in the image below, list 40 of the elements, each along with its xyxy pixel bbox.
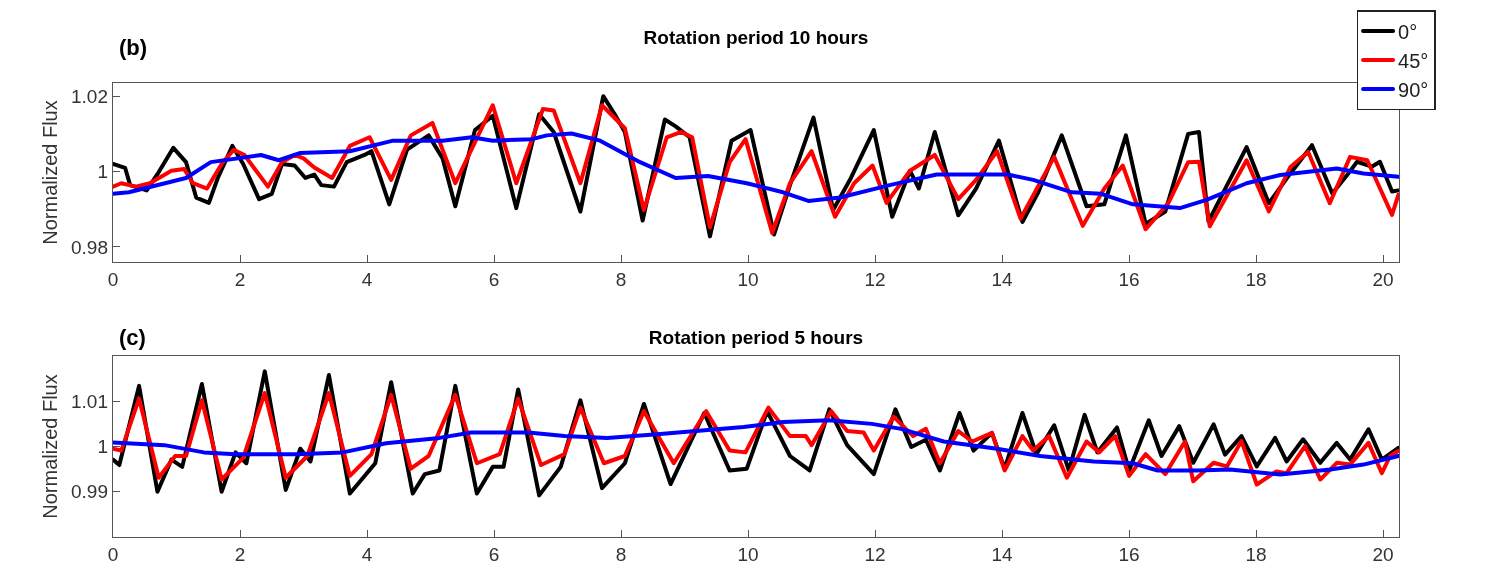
y-tick-label: 1	[97, 161, 108, 183]
x-tick-label: 12	[864, 269, 886, 290]
legend-label: 45°	[1398, 49, 1429, 72]
y-axis-title: Normalized Flux	[38, 100, 61, 245]
chart-title: Rotation period 5 hours	[648, 326, 864, 348]
y-tick-label: 0.99	[71, 481, 108, 503]
x-tick-label: 14	[991, 544, 1014, 565]
x-tick-label: 4	[361, 544, 373, 565]
x-tick-label: 2	[234, 544, 246, 565]
line-series	[113, 131, 1399, 211]
x-tick-label: 14	[991, 269, 1014, 290]
x-tick-label: 16	[1118, 269, 1140, 290]
x-tick-label: 10	[737, 544, 759, 565]
x-tick-label: 12	[864, 544, 886, 565]
x-tick-label: 10	[737, 269, 759, 290]
line-series	[113, 391, 1399, 487]
x-tick-label: 0	[107, 269, 119, 290]
x-tick-label: 6	[488, 269, 500, 290]
y-tick-label: 1.02	[71, 85, 108, 107]
y-tick-label: 0.98	[71, 236, 108, 258]
x-tick-label: 20	[1372, 269, 1394, 290]
text: (c)	[119, 325, 146, 350]
legend-label: 90°	[1398, 78, 1429, 101]
x-tick-label: 2	[234, 269, 246, 290]
x-tick-label: 8	[615, 269, 627, 290]
x-tick-label: 4	[361, 269, 373, 290]
x-tick-label: 16	[1118, 544, 1140, 565]
x-tick-label: 18	[1245, 544, 1267, 565]
y-tick-label: 1.01	[71, 390, 108, 412]
x-tick-label: 18	[1245, 269, 1267, 290]
legend-label: 0°	[1398, 20, 1418, 43]
y-axis-title: Normalized Flux	[38, 374, 61, 519]
chart-title: Rotation period 10 hours	[643, 26, 869, 48]
x-tick-label: 6	[488, 544, 500, 565]
x-tick-label: 8	[615, 544, 627, 565]
line-series	[113, 418, 1399, 477]
y-tick-label: 1	[97, 436, 108, 458]
text: (b)	[119, 35, 148, 60]
x-tick-label: 20	[1372, 544, 1394, 565]
x-tick-label: 0	[107, 544, 119, 565]
